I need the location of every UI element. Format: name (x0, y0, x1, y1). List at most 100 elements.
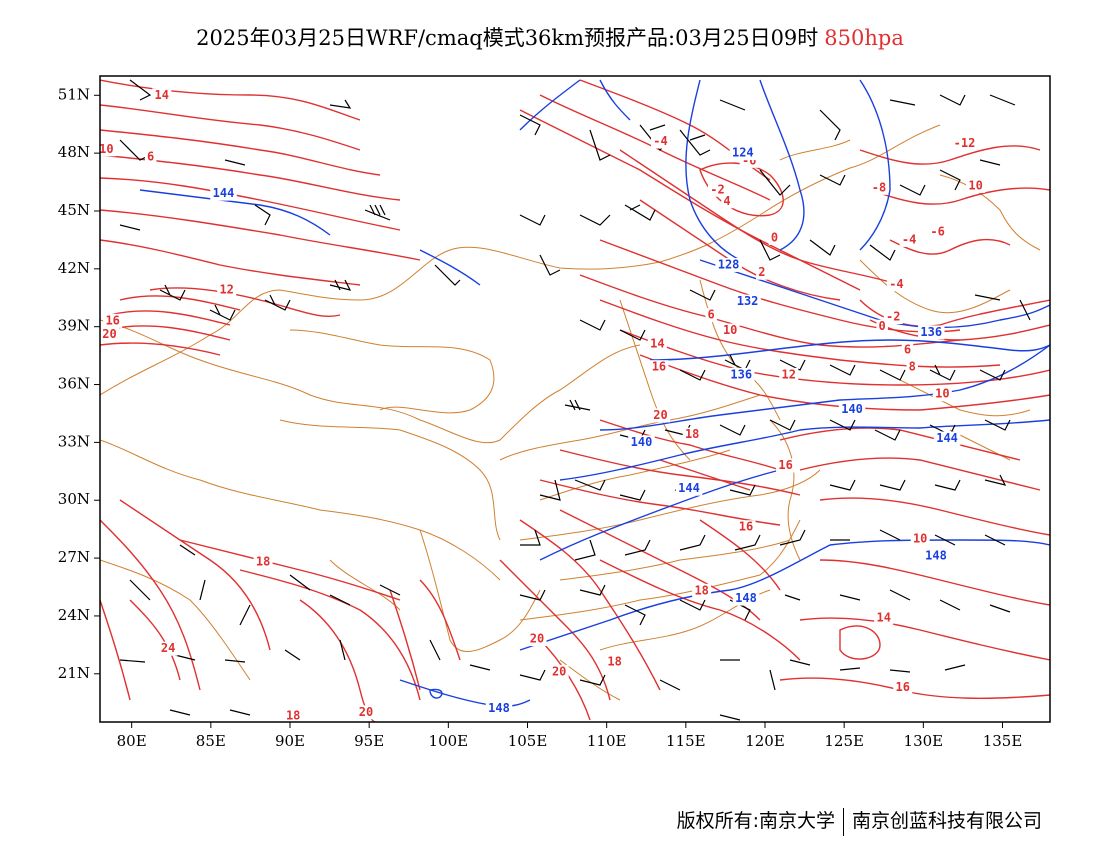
temperature-label-bg (705, 308, 717, 323)
temperature-label-bg (605, 655, 625, 670)
temperature-label: 10 (935, 387, 949, 401)
temperature-label-bg (893, 680, 913, 695)
geopotential-label: 128 (718, 257, 740, 271)
geopotential-label: 144 (936, 431, 958, 445)
x-tick-label: 85E (196, 732, 226, 750)
temperature-label: 6 (708, 308, 715, 322)
temperature-label: -4 (889, 277, 903, 291)
temperature-label-bg (527, 632, 547, 647)
map-title: 2025年03月25日WRF/cmaq模式36km预报产品:03月25日09时 8… (0, 22, 1100, 52)
temperature-label-bg (158, 641, 178, 656)
x-tick-label: 80E (117, 732, 147, 750)
temperature-label: 10 (99, 142, 113, 156)
geopotential-label: 140 (631, 435, 653, 449)
temperature-label-bg (549, 664, 569, 679)
temperature-label: 20 (552, 664, 566, 678)
y-tick-label: 33N (58, 432, 90, 450)
temperature-label: 12 (219, 283, 233, 297)
temperature-label: 4 (723, 194, 730, 208)
temperature-label-bg (253, 554, 273, 569)
geopotential-label-bg (715, 257, 742, 272)
geopotential-label-bg (210, 186, 237, 201)
temperature-label-bg (651, 408, 670, 423)
temperature-label: 16 (778, 458, 792, 472)
copyright-text: 版权所有:南京大学 (676, 810, 835, 832)
geopotential-label: 148 (488, 701, 510, 715)
temperature-label: 6 (147, 149, 154, 163)
temperature-label-bg (708, 182, 727, 197)
temperature-label: 16 (652, 360, 666, 374)
y-tick-label: 48N (58, 143, 90, 161)
temperature-label: 18 (694, 583, 708, 597)
temperature-label-bg (768, 230, 781, 245)
temperature-label-bg (756, 265, 768, 280)
y-axis: 51N 48N 45N 42N 39N 36N 33N 30N 27N 24N 21N (58, 85, 100, 682)
plot-frame (99, 75, 1051, 723)
temperature-label: -12 (954, 136, 976, 150)
temperature-labels: 14106121620-4-2402-6-8-1210-6-4-4-206101… (99, 88, 986, 723)
temperature-label: 18 (685, 427, 699, 441)
x-tick-label: 120E (745, 732, 785, 750)
temperature-label-bg (928, 225, 948, 240)
y-tick-label: 27N (58, 548, 90, 566)
temperature-label-bg (966, 178, 986, 193)
temperature-label-bg (874, 610, 894, 625)
temperature-label: -4 (653, 134, 667, 148)
temperature-label: -2 (886, 310, 900, 324)
temperature-label-bg (651, 134, 670, 149)
geopotential-label-bg (734, 294, 761, 309)
geopotential-label-bg (918, 325, 945, 340)
x-tick-label: 115E (666, 732, 706, 750)
temperature-label: 20 (102, 327, 116, 341)
temperature-label: 18 (607, 655, 621, 669)
geopotential-label: 136 (920, 325, 942, 339)
temperature-label: -4 (902, 232, 916, 246)
geopotential-label-bg (729, 146, 757, 161)
temperature-label: 20 (653, 408, 667, 422)
y-tick-label: 21N (58, 664, 90, 682)
temperature-label-bg (720, 323, 740, 338)
geopotential-contours (139, 79, 1050, 707)
temperature-label-bg (144, 149, 157, 164)
x-tick-label: 95E (354, 732, 384, 750)
temperature-label-bg (736, 520, 756, 535)
temperature-label-bg (869, 180, 889, 195)
temperature-label: 2 (758, 265, 765, 279)
temperature-label: 20 (530, 632, 544, 646)
x-tick-label: 90E (275, 732, 305, 750)
x-tick-label: 125E (824, 732, 864, 750)
footer: 版权所有:南京大学 南京创蓝科技有限公司 (677, 806, 1042, 836)
temperature-label: 10 (723, 323, 737, 337)
y-tick-label: 42N (58, 259, 90, 277)
x-tick-label: 100E (429, 732, 469, 750)
temperature-label-bg (906, 360, 918, 375)
temperature-label-bg (779, 367, 799, 382)
temperature-label: 8 (909, 360, 916, 374)
x-tick-label: 135E (983, 732, 1023, 750)
temperature-label-bg (100, 142, 116, 157)
geopotential-label-bg (485, 701, 513, 716)
temperature-label-bg (356, 705, 376, 720)
temperature-label: 24 (161, 641, 175, 655)
footer-divider (842, 807, 844, 836)
temperature-label: 10 (913, 531, 927, 545)
temperature-label-bg (152, 88, 172, 103)
temperature-label-bg (776, 458, 796, 473)
temperature-label: 16 (896, 680, 910, 694)
temperature-label-bg (899, 232, 919, 247)
y-tick-label: 36N (58, 375, 90, 393)
boundary-lines (100, 124, 1041, 701)
y-tick-label: 45N (58, 201, 90, 219)
temperature-label: 18 (286, 709, 300, 723)
temperature-label: 20 (359, 705, 373, 719)
temperature-label-bg (910, 531, 930, 546)
x-tick-label: 130E (904, 732, 944, 750)
geopotential-label-bg (675, 481, 703, 496)
y-tick-label: 51N (58, 85, 90, 103)
title-main: 2025年03月25日WRF/cmaq模式36km预报产品:03月25日09时 (196, 26, 819, 50)
temperature-label-bg (103, 313, 123, 328)
geopotential-label-bg (922, 549, 950, 564)
y-tick-label: 30N (58, 490, 90, 508)
temperature-label-bg (649, 360, 669, 375)
